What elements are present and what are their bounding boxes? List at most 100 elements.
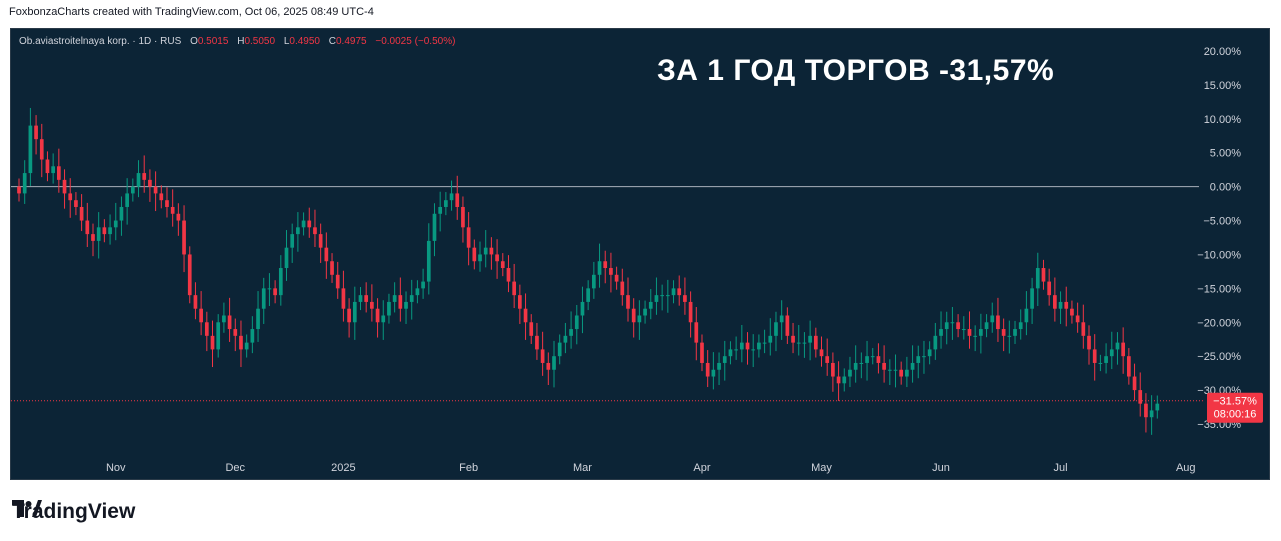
- candle-body: [671, 288, 676, 296]
- legend-close-value: 0.4975: [336, 36, 367, 47]
- legend-high-label: H: [237, 36, 245, 47]
- candle-body: [739, 342, 744, 350]
- candle-body: [153, 186, 158, 194]
- x-tick-label: Feb: [459, 462, 478, 474]
- candle-body: [518, 295, 522, 309]
- candle-body: [922, 356, 926, 358]
- candlestick-chart[interactable]: 20.00% 15.00% 10.00% 5.00% 0.00% −5.00% −10.00…: [11, 29, 1270, 480]
- candle-body: [569, 329, 573, 336]
- candle-body: [301, 220, 306, 228]
- candle-body: [819, 349, 824, 357]
- candle-body: [677, 288, 682, 296]
- candle-body: [831, 362, 835, 377]
- candle-body: [307, 220, 312, 228]
- candle-body: [193, 295, 198, 309]
- candle-body: [466, 227, 471, 248]
- candle-body: [432, 213, 437, 241]
- candle-body: [130, 186, 135, 194]
- candle-body: [68, 193, 73, 201]
- candle-body: [1121, 342, 1126, 357]
- y-tick-label: 5.00%: [1210, 148, 1241, 160]
- candle-body: [1109, 349, 1114, 357]
- candle-body: [250, 329, 255, 343]
- candle-body: [199, 308, 203, 323]
- candle-body: [762, 342, 767, 344]
- candle-body: [341, 288, 346, 309]
- candle-body: [1007, 335, 1012, 337]
- candle-body: [637, 315, 642, 323]
- candle-body: [148, 179, 152, 187]
- candle-body: [836, 376, 841, 384]
- candle-body: [449, 193, 454, 201]
- candle-body: [574, 315, 579, 330]
- candle-body: [631, 308, 636, 323]
- y-tick-label: 10.00%: [1204, 114, 1242, 126]
- x-tick-label: Aug: [1176, 462, 1196, 474]
- candle-body: [557, 342, 562, 357]
- candle-body: [387, 301, 391, 316]
- y-tick-label: −25.00%: [1197, 351, 1241, 363]
- candle-body: [370, 301, 374, 309]
- candle-body: [626, 295, 630, 309]
- y-tick-label: 0.00%: [1210, 182, 1241, 194]
- candle-body: [125, 193, 129, 207]
- candle-body: [591, 274, 596, 289]
- candle-body: [39, 139, 44, 160]
- candle-body: [1104, 356, 1108, 363]
- candle-body: [825, 356, 830, 363]
- x-tick-label: Apr: [693, 462, 710, 474]
- candle-body: [927, 349, 932, 357]
- candle-body: [711, 369, 716, 377]
- candle-body: [882, 362, 886, 370]
- candle-body: [1001, 329, 1006, 336]
- candle-body: [717, 362, 721, 370]
- candle-body: [1047, 281, 1052, 296]
- candle-body: [1087, 335, 1091, 350]
- candle-body: [45, 159, 50, 174]
- candle-body: [1070, 308, 1074, 316]
- candle-body: [865, 356, 869, 363]
- candle-body: [1132, 376, 1137, 391]
- candle-body: [973, 335, 978, 337]
- candle-body: [1144, 403, 1148, 418]
- candle-body: [404, 301, 408, 309]
- candle-body: [1030, 288, 1034, 309]
- candle-body: [700, 342, 704, 363]
- candle-body: [364, 295, 369, 302]
- candle-body: [426, 240, 431, 282]
- candle-body: [546, 362, 551, 370]
- candle-body: [136, 173, 141, 187]
- candle-body: [944, 322, 949, 330]
- legend-symbol: Ob.aviastroitelnaya korp. · 1D · RUS: [19, 36, 182, 47]
- candle-body: [751, 349, 756, 351]
- candle-body: [1058, 301, 1063, 309]
- candle-body: [586, 288, 591, 302]
- candle-body: [1035, 268, 1040, 289]
- candle-body: [222, 315, 226, 323]
- candle-body: [79, 206, 84, 221]
- candle-body: [785, 315, 790, 336]
- candle-body: [734, 349, 738, 351]
- price-tag-countdown: 08:00:16: [1214, 409, 1257, 421]
- candle-body: [1018, 322, 1023, 330]
- candle-body: [887, 369, 892, 371]
- candle-body: [1092, 349, 1097, 363]
- candle-body: [273, 288, 277, 296]
- candle-body: [950, 322, 955, 324]
- candle-body: [96, 227, 101, 241]
- candle-body: [56, 166, 61, 180]
- chart-caption: FoxbonzaCharts created with TradingView.…: [9, 6, 374, 18]
- candle-body: [609, 268, 613, 275]
- candle-body: [580, 301, 585, 316]
- candle-body: [779, 315, 784, 323]
- legend-low-value: 0.4950: [289, 36, 320, 47]
- candle-body: [102, 227, 107, 235]
- chart-panel[interactable]: 20.00% 15.00% 10.00% 5.00% 0.00% −5.00% −10.00…: [10, 28, 1270, 480]
- brand-name: TradingView: [12, 500, 136, 523]
- candle-body: [1149, 410, 1154, 418]
- candle-body: [512, 281, 517, 296]
- candle-body: [28, 125, 33, 174]
- candle-body: [1098, 362, 1103, 364]
- candle-body: [216, 322, 221, 350]
- candle-body: [347, 308, 351, 323]
